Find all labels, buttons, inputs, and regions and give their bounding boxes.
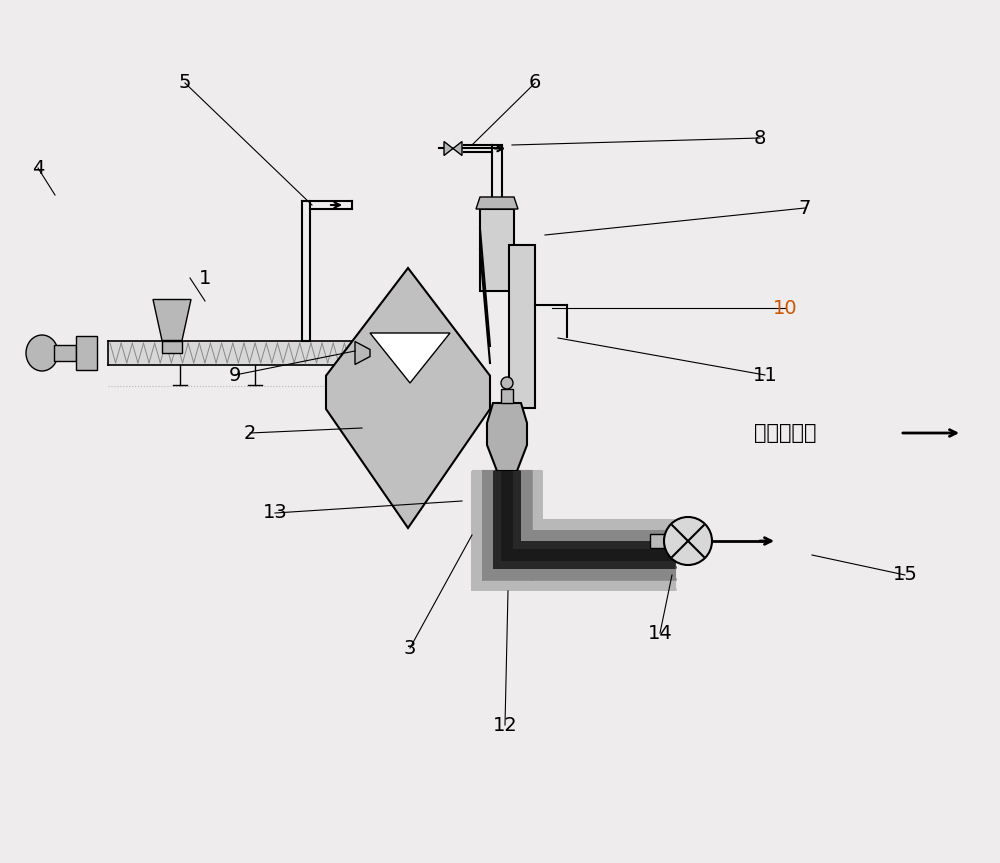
- Text: 8: 8: [754, 129, 766, 148]
- Bar: [483, 471, 531, 579]
- Ellipse shape: [26, 335, 58, 371]
- Polygon shape: [153, 299, 191, 341]
- Bar: [483, 531, 675, 579]
- Text: 9: 9: [229, 366, 241, 385]
- Polygon shape: [471, 471, 675, 591]
- Polygon shape: [476, 197, 518, 209]
- Text: 12: 12: [493, 715, 517, 734]
- Text: 6: 6: [529, 73, 541, 92]
- Polygon shape: [444, 142, 462, 155]
- Text: 10: 10: [773, 299, 797, 318]
- Polygon shape: [326, 268, 490, 528]
- Text: 1: 1: [199, 268, 211, 287]
- Bar: [54, 345, 76, 361]
- Circle shape: [501, 377, 513, 389]
- Polygon shape: [469, 471, 685, 593]
- Bar: [650, 534, 664, 548]
- Polygon shape: [355, 342, 370, 364]
- Bar: [108, 342, 355, 364]
- Text: 13: 13: [263, 503, 287, 522]
- Text: 14: 14: [648, 623, 672, 642]
- Text: 7: 7: [799, 198, 811, 217]
- Bar: [495, 543, 675, 567]
- Polygon shape: [482, 471, 675, 580]
- Text: 2: 2: [244, 424, 256, 443]
- Text: 15: 15: [893, 565, 917, 584]
- Bar: [76, 336, 97, 370]
- Bar: [501, 389, 513, 403]
- Circle shape: [664, 517, 712, 565]
- Bar: [495, 471, 519, 567]
- Bar: [473, 471, 541, 589]
- Bar: [162, 342, 182, 354]
- Polygon shape: [493, 471, 675, 569]
- Bar: [509, 245, 535, 408]
- Bar: [480, 209, 514, 291]
- Text: 3: 3: [404, 639, 416, 658]
- Text: 5: 5: [179, 73, 191, 92]
- Bar: [473, 521, 675, 589]
- Polygon shape: [370, 333, 450, 383]
- Text: 4: 4: [32, 159, 44, 178]
- Polygon shape: [487, 403, 527, 471]
- Text: 去过滤装置: 去过滤装置: [754, 423, 816, 443]
- Polygon shape: [501, 471, 673, 561]
- Text: 11: 11: [753, 366, 777, 385]
